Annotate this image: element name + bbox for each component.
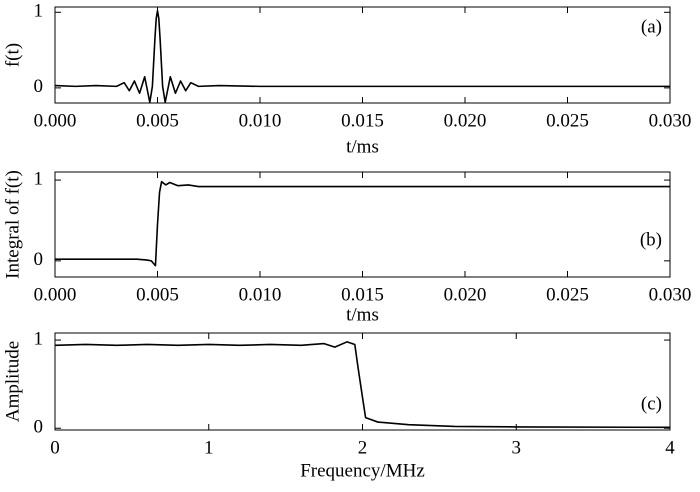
x-tick-label: 0.020: [444, 284, 487, 305]
x-tick-label: 4: [665, 437, 675, 458]
x-tick-label: 0: [50, 437, 60, 458]
x-tick-label: 0.030: [649, 110, 692, 131]
y-tick-label: 0: [34, 417, 44, 438]
x-tick-label: 0.025: [546, 284, 589, 305]
x-axis-label: t/ms: [346, 304, 379, 325]
x-tick-label: 0.020: [444, 110, 487, 131]
data-line: [55, 180, 670, 267]
x-tick-label: 2: [358, 437, 368, 458]
y-tick-label: 1: [34, 1, 44, 22]
y-axis-label: f(t): [2, 43, 23, 67]
axes-box: [54, 171, 671, 278]
x-tick-label: 0.005: [136, 284, 179, 305]
y-axis-label: Amplitude: [2, 341, 23, 422]
panel-annotation: (a): [641, 16, 662, 37]
y-tick-label: 1: [34, 328, 44, 349]
x-tick-label: 0.010: [239, 284, 282, 305]
x-tick-label: 0.005: [136, 110, 179, 131]
x-tick-label: 0.025: [546, 110, 589, 131]
x-tick-label: 0.015: [341, 110, 384, 131]
y-tick-label: 0: [34, 76, 44, 97]
y-tick-label: 1: [34, 168, 44, 189]
x-axis-label: t/ms: [346, 136, 379, 157]
panel-annotation: (c): [641, 393, 662, 414]
x-tick-label: 3: [512, 437, 522, 458]
panel-annotation: (b): [640, 229, 662, 250]
y-axis-label: Integral of f(t): [2, 170, 23, 279]
axes-box: [54, 332, 671, 431]
x-axis-label: Frequency/MHz: [300, 460, 425, 481]
x-tick-label: 0.015: [341, 284, 384, 305]
x-tick-label: 0.000: [34, 284, 77, 305]
x-tick-label: 0.010: [239, 110, 282, 131]
x-tick-label: 0.030: [649, 284, 692, 305]
x-tick-label: 1: [204, 437, 214, 458]
x-tick-label: 0.000: [34, 110, 77, 131]
data-line: [54, 9, 670, 104]
data-line: [54, 341, 671, 429]
y-tick-label: 0: [34, 249, 44, 270]
